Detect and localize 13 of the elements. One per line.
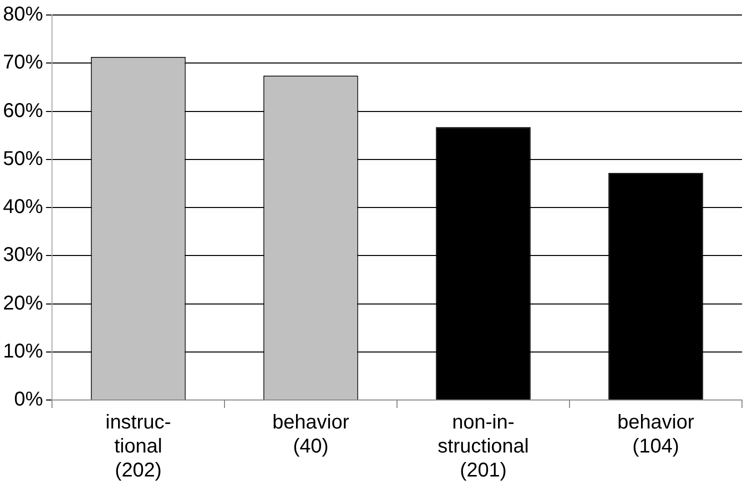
y-tick-label: 50% xyxy=(3,148,44,170)
y-tick-label: 40% xyxy=(3,196,44,218)
y-tick-label: 80% xyxy=(3,4,44,26)
y-tick-label: 30% xyxy=(3,244,44,266)
y-tick-label: 10% xyxy=(3,340,44,362)
y-tick-label: 0% xyxy=(14,388,44,411)
x-tick-label: behavior (40) xyxy=(272,412,350,458)
x-tick-label: behavior (104) xyxy=(617,412,694,458)
x-tick-label: instruc- tional (202) xyxy=(105,412,172,482)
x-tick-label: non-in- structional (201) xyxy=(438,412,529,482)
y-tick-label: 20% xyxy=(3,292,44,314)
y-tick-label: 70% xyxy=(3,52,44,74)
y-tick-label: 60% xyxy=(3,100,44,122)
